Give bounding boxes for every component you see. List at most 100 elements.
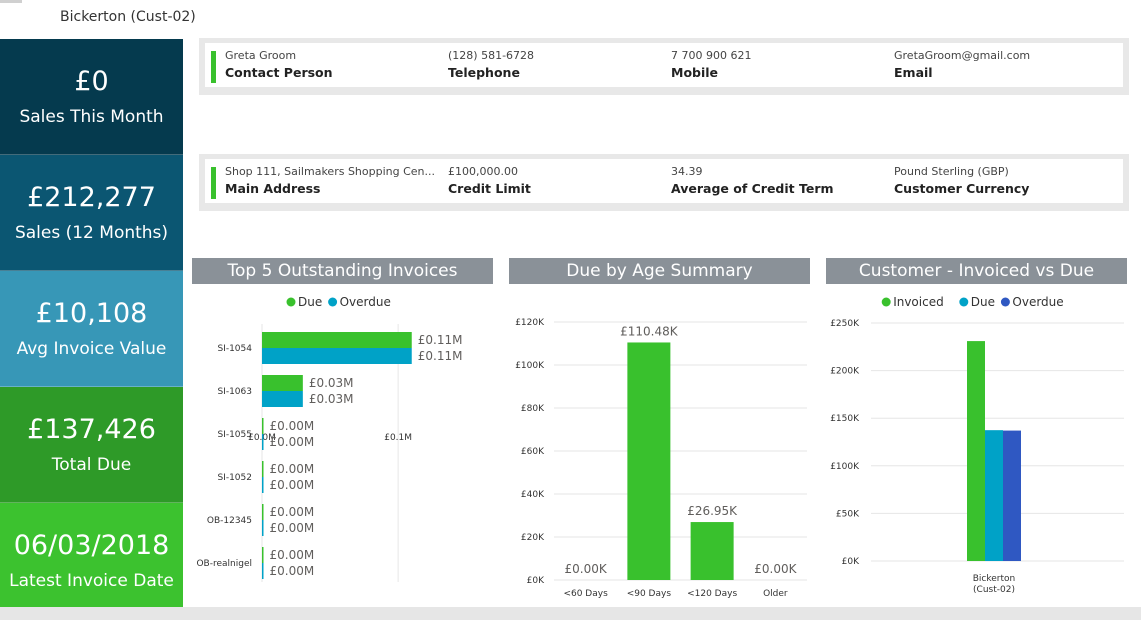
bar-overdue — [262, 563, 264, 579]
x-category-label: Older — [763, 589, 788, 599]
y-tick-label: £100K — [830, 462, 860, 472]
data-label: £0.11M — [418, 349, 463, 363]
y-category-label: SI-1052 — [217, 473, 252, 483]
field-value: 34.39 — [671, 165, 703, 178]
legend-marker-overdue — [328, 297, 338, 307]
x-category-label: (Cust-02) — [973, 585, 1015, 595]
x-tick-label: £0.1M — [384, 433, 412, 443]
y-category-label: SI-1055 — [217, 430, 252, 440]
kpi-latest-invoice-date[interactable]: 06/03/2018 Latest Invoice Date — [0, 503, 183, 619]
legend-label-overdue: Overdue — [340, 295, 391, 309]
y-tick-label: £100K — [515, 361, 545, 371]
bar-due — [262, 332, 412, 348]
field-label: Email — [894, 65, 933, 80]
bar-overdue — [262, 348, 412, 364]
due-by-age-chart: Due by Age Summary £0K £20K £40K £60K £80K £1… — [509, 258, 810, 604]
bar-due — [262, 375, 303, 391]
y-tick-label: £120K — [515, 318, 545, 328]
legend-label-due: Due — [971, 295, 995, 309]
data-label: £0.00M — [270, 435, 315, 449]
y-category-label: SI-1054 — [217, 344, 252, 354]
data-label: £0.00M — [270, 419, 315, 433]
kpi-label: Sales This Month — [19, 106, 164, 127]
kpi-label: Total Due — [51, 454, 132, 475]
bar-due — [262, 418, 264, 434]
data-label: £0.03M — [309, 392, 354, 406]
x-category-label: Bickerton — [973, 574, 1016, 584]
field-label: Credit Limit — [448, 181, 531, 196]
data-label: £0.00M — [270, 462, 315, 476]
y-tick-label: £150K — [830, 414, 860, 424]
field-credit-limit: £100,000.00 Credit Limit — [448, 165, 658, 196]
field-value: Shop 111, Sailmakers Shopping Cen... — [225, 165, 435, 178]
field-label: Telephone — [448, 65, 520, 80]
chart-title: Top 5 Outstanding Invoices — [192, 258, 493, 284]
legend-marker-overdue — [1000, 297, 1010, 307]
kpi-total-due[interactable]: £137,426 Total Due — [0, 387, 183, 503]
bar-due — [627, 342, 671, 580]
x-category-label: <120 Days — [687, 589, 737, 599]
field-label: Mobile — [671, 65, 719, 80]
bar-overdue — [262, 477, 264, 493]
y-tick-label: £250K — [830, 319, 860, 329]
data-label: £110.48K — [620, 324, 679, 338]
y-category-label: OB-realnigel — [196, 559, 252, 569]
bottom-scrollbar[interactable] — [0, 607, 1141, 620]
y-tick-label: £80K — [521, 404, 545, 414]
top5-invoices-chart: Top 5 Outstanding Invoices Due Overdue £0.… — [192, 258, 493, 604]
y-tick-label: £0K — [842, 557, 860, 567]
data-label: £0.00M — [270, 521, 315, 535]
y-tick-label: £60K — [521, 447, 545, 457]
field-telephone: (128) 581-6728 Telephone — [448, 49, 658, 80]
data-label: £0.11M — [418, 333, 463, 347]
kpi-sales-12-months[interactable]: £212,277 Sales (12 Months) — [0, 155, 183, 271]
y-tick-label: £50K — [836, 509, 860, 519]
field-value: Pound Sterling (GBP) — [894, 165, 1009, 178]
corner-mark — [0, 0, 22, 3]
kpi-label: Latest Invoice Date — [9, 570, 174, 591]
field-label: Customer Currency — [894, 181, 1030, 196]
account-card: Shop 111, Sailmakers Shopping Cen... Mai… — [199, 154, 1129, 211]
y-tick-label: £0K — [527, 576, 545, 586]
legend-marker-due — [959, 297, 969, 307]
data-label: £0.03M — [309, 376, 354, 390]
kpi-column: £0 Sales This Month £212,277 Sales (12 M… — [0, 39, 183, 619]
bar-due — [262, 547, 264, 563]
bar-overdue — [1003, 430, 1021, 561]
bar-due — [690, 522, 734, 580]
contact-card-inner: Greta Groom Contact Person (128) 581-672… — [205, 43, 1123, 87]
field-customer-currency: Pound Sterling (GBP) Customer Currency — [894, 165, 1104, 196]
field-value: 7 700 900 621 — [671, 49, 752, 62]
legend-marker-invoiced — [881, 297, 891, 307]
chart-title: Due by Age Summary — [509, 258, 810, 284]
kpi-sales-this-month[interactable]: £0 Sales This Month — [0, 39, 183, 155]
y-category-label: SI-1063 — [217, 387, 252, 397]
field-value: GretaGroom@gmail.com — [894, 49, 1031, 62]
bar-due — [985, 430, 1003, 561]
kpi-avg-invoice-value[interactable]: £10,108 Avg Invoice Value — [0, 271, 183, 387]
kpi-label: Sales (12 Months) — [14, 222, 169, 243]
due-by-age-svg: £0K £20K £40K £60K £80K £100K £120K £0.00K <60 D… — [515, 318, 807, 599]
account-card-inner: Shop 111, Sailmakers Shopping Cen... Mai… — [205, 159, 1123, 203]
data-label: £0.00M — [270, 505, 315, 519]
field-credit-term: 34.39 Average of Credit Term — [671, 165, 881, 196]
contact-card: Greta Groom Contact Person (128) 581-672… — [199, 38, 1129, 95]
bar-overdue — [262, 520, 264, 536]
y-tick-label: £40K — [521, 490, 545, 500]
field-value: (128) 581-6728 — [448, 49, 535, 62]
legend-marker-due — [286, 297, 296, 307]
x-category-label: <60 Days — [563, 589, 608, 599]
legend-label-due: Due — [298, 295, 322, 309]
bar-due — [262, 461, 264, 477]
legend-label-invoiced: Invoiced — [893, 295, 944, 309]
bar-invoiced — [967, 341, 985, 561]
legend-label-overdue: Overdue — [1012, 295, 1063, 309]
chart-title: Customer - Invoiced vs Due — [826, 258, 1127, 284]
y-tick-label: £200K — [830, 367, 860, 377]
field-label: Contact Person — [225, 65, 333, 80]
page-title: Bickerton (Cust-02) — [60, 9, 196, 25]
y-tick-label: £20K — [521, 533, 545, 543]
x-category-label: <90 Days — [627, 589, 672, 599]
data-label: £0.00M — [270, 478, 315, 492]
